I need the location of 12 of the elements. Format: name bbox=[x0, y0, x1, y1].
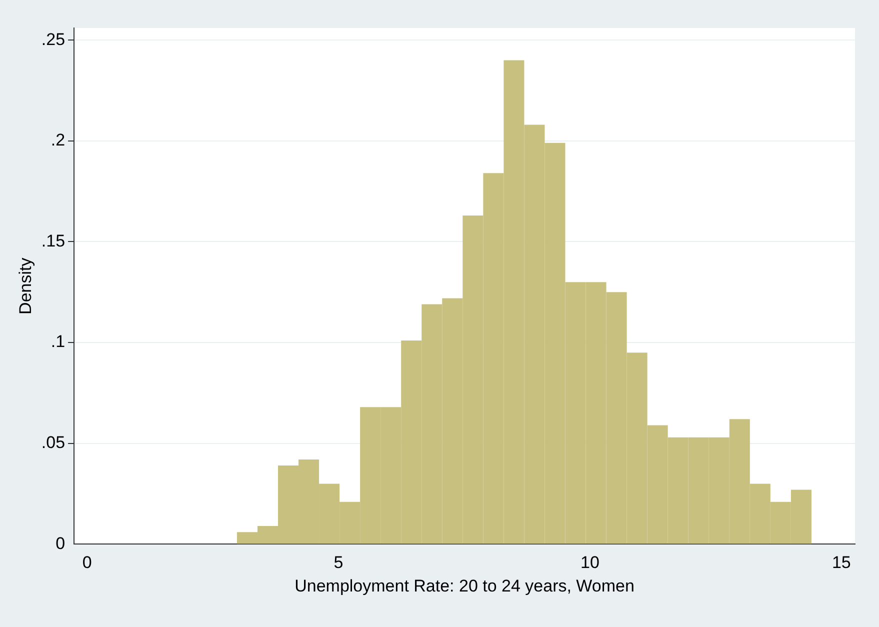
y-tick-label: .2 bbox=[50, 130, 66, 150]
y-tick-label: .1 bbox=[50, 332, 66, 352]
x-axis-title: Unemployment Rate: 20 to 24 years, Women bbox=[294, 576, 634, 596]
x-tick-label: 15 bbox=[832, 553, 851, 572]
x-tick-label: 10 bbox=[580, 553, 600, 572]
y-tick-label: .05 bbox=[41, 433, 66, 452]
y-axis-title: Density bbox=[16, 257, 35, 314]
y-tick-label: .25 bbox=[41, 30, 66, 49]
x-tick-label: 5 bbox=[334, 553, 344, 572]
y-tick-label: .15 bbox=[41, 231, 66, 250]
x-tick-label: 0 bbox=[82, 553, 92, 572]
y-tick-label: 0 bbox=[56, 534, 66, 553]
